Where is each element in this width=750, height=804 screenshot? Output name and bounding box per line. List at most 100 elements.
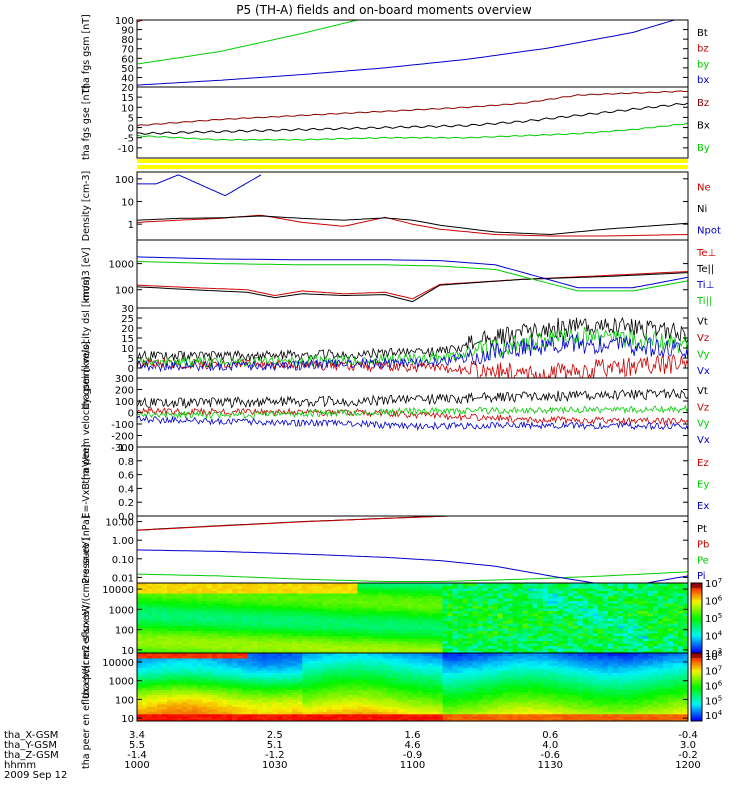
y-tick-label: 1000 [109, 260, 134, 271]
series-line [137, 91, 688, 126]
y-tick-label: 100 [115, 626, 134, 637]
y-tick-label: -5 [124, 134, 134, 145]
y-tick-label: 300 [115, 374, 134, 385]
legend-label: Bt [697, 28, 708, 39]
y-tick-label: -100 [111, 420, 134, 431]
y-axis-label: E=-VxB [mV/m] [81, 444, 92, 518]
y-tick-label: 0.4 [118, 484, 134, 495]
y-tick-label: 0.8 [118, 457, 134, 468]
panel-frame [137, 20, 688, 87]
y-tick-label: 100 [115, 286, 134, 297]
legend-label: bx [697, 75, 709, 86]
series-group [137, 91, 688, 140]
legend-label: Vx [697, 366, 710, 377]
y-tick-label: 100 [115, 397, 134, 408]
y-tick-label: 15 [121, 93, 134, 104]
y-tick-label: 10000 [102, 585, 134, 596]
y-tick-label: 0.2 [118, 498, 134, 509]
legend-label: Ez [697, 458, 709, 469]
series-line [137, 318, 688, 361]
y-tick-label: 1000 [109, 605, 134, 616]
legend-label: Te⊥ [696, 248, 716, 259]
series-line [137, 572, 688, 582]
legend-label: Npot [697, 225, 721, 236]
series-line [137, 103, 688, 134]
y-tick-label: 0.10 [112, 555, 134, 566]
series-line [137, 123, 688, 140]
panel-frame [137, 447, 688, 516]
series-line [137, 550, 688, 585]
y-tick-label: 0 [128, 409, 134, 420]
panel-frame [137, 87, 688, 158]
colorbar-tick-label: 105 [705, 612, 722, 625]
panel-frame [137, 240, 688, 308]
y-tick-label: 90 [121, 26, 134, 37]
y-tick-label: 15 [121, 334, 134, 345]
status-bar-bottom [137, 165, 688, 169]
y-axis-label: tha fgs gse [nT] [81, 85, 92, 160]
y-tick-label: 5 [128, 354, 134, 365]
y-tick-label: 10 [121, 197, 134, 208]
y-tick-label: 70 [121, 45, 134, 56]
y-tick-label: 5 [128, 113, 134, 124]
y-tick-label: -200 [111, 432, 134, 443]
panel-frame [137, 172, 688, 240]
series-group [137, 19, 674, 85]
legend-label: by [697, 59, 709, 70]
colorbar-tick-label: 106 [705, 595, 723, 608]
y-tick-label: 50 [121, 64, 134, 75]
y-tick-label: 0.6 [118, 471, 134, 482]
y-tick-label: 10 [121, 646, 134, 657]
status-bar-top [137, 159, 688, 163]
series-line [137, 389, 688, 408]
y-tick-label: 1.00 [112, 536, 134, 547]
legend-label: Ex [697, 501, 709, 512]
spectrogram [137, 653, 689, 722]
y-tick-label: 100 [115, 175, 134, 186]
y-tick-label: 25 [121, 314, 134, 325]
y-tick-label: -10 [118, 144, 134, 155]
y-tick-label: 0.01 [112, 573, 134, 584]
y-tick-label: 1.0 [118, 443, 134, 454]
legend-label: Vy [697, 419, 710, 430]
spectrogram [137, 583, 689, 654]
y-tick-label: 10 [121, 344, 134, 355]
legend-label: Bx [697, 121, 710, 132]
legend-label: Vz [697, 333, 709, 344]
series-line [137, 509, 688, 530]
y-axis-label: Density [cm-3] [81, 171, 92, 242]
legend-label: Pt [697, 524, 707, 535]
series-group [137, 175, 688, 236]
colorbar-tick-label: 107 [705, 577, 722, 590]
legend-label: bz [697, 44, 709, 55]
legend-label: Vz [697, 402, 709, 413]
series-line [137, 272, 688, 299]
legend-label: Ti|| [696, 296, 712, 307]
y-tick-label: 10 [121, 103, 134, 114]
legend-label: Pe [697, 555, 709, 566]
legend-label: Vt [697, 386, 708, 397]
legend-label: Pb [697, 540, 709, 551]
legend-label: Ey [697, 480, 709, 491]
series-line [137, 257, 688, 288]
series-group [137, 509, 688, 585]
panel-frame [137, 308, 688, 378]
colorbar-tick-label: 104 [705, 630, 723, 643]
y-tick-label: 1 [128, 220, 134, 231]
y-tick-label: 100 [115, 16, 134, 27]
series-group [137, 389, 688, 430]
y-axis-label: tha fgs gsm [nT] [81, 14, 92, 92]
y-tick-label: 10.00 [105, 518, 134, 529]
legend-label: Vx [697, 435, 710, 446]
